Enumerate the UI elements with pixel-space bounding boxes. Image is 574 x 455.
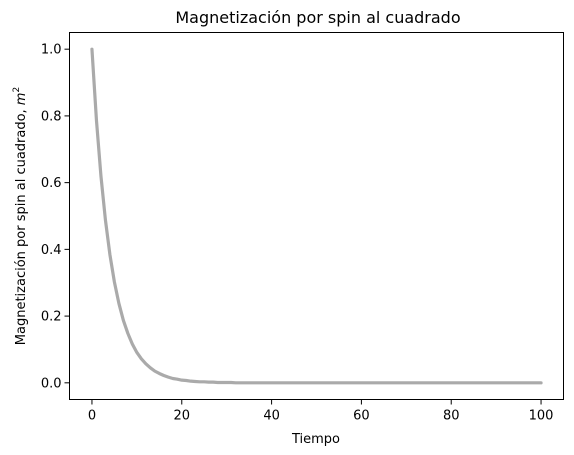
x-tick-label: 20: [173, 409, 190, 424]
y-tick-label: 0.8: [41, 109, 62, 124]
axes-frame: [69, 32, 564, 400]
plot-area: 0 20 40 60 80 100 0.0 0.2 0.4 0.6 0.8 1.0: [41, 32, 564, 424]
y-tick-label: 0.2: [41, 310, 62, 325]
y-axis-label: Magnetización por spin al cuadrado, m2: [12, 87, 29, 345]
y-axis-label-symbol: m: [14, 93, 29, 106]
series-line-magnetization: [90, 47, 543, 385]
x-tick-label: 100: [529, 409, 554, 424]
y-tick-label: 1.0: [41, 43, 62, 58]
y-tick-label: 0.0: [41, 376, 62, 391]
y-axis: 0.0 0.2 0.4 0.6 0.8 1.0: [41, 43, 70, 391]
x-axis-label: Tiempo: [291, 432, 340, 447]
chart-title: Magnetización por spin al cuadrado: [175, 8, 460, 27]
y-tick-label: 0.4: [41, 243, 62, 258]
y-axis-label-superscript: 2: [12, 87, 22, 93]
x-axis: 0 20 40 60 80 100: [88, 399, 554, 424]
x-tick-label: 80: [443, 409, 460, 424]
x-tick-label: 60: [353, 409, 370, 424]
y-tick-label: 0.6: [41, 176, 62, 191]
x-tick-label: 0: [88, 409, 96, 424]
x-tick-label: 40: [263, 409, 280, 424]
y-axis-label-main: Magnetización por spin al cuadrado,: [14, 105, 29, 345]
